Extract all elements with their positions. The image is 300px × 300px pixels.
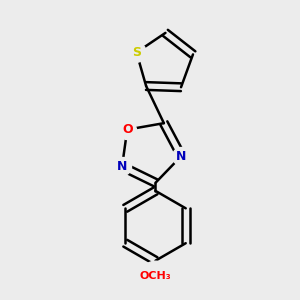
Text: S: S: [132, 46, 141, 59]
Text: N: N: [117, 160, 127, 173]
Text: N: N: [176, 149, 187, 163]
Text: O: O: [122, 123, 133, 136]
Text: OCH₃: OCH₃: [140, 271, 171, 281]
